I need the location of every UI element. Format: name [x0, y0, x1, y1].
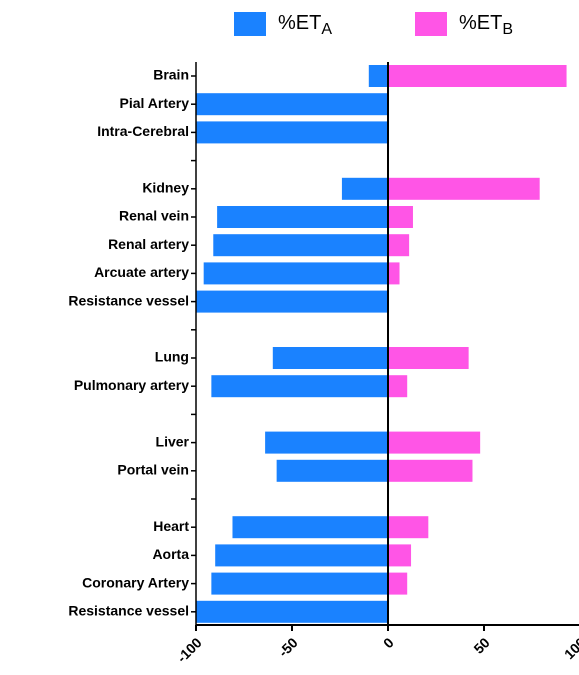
bar — [388, 431, 481, 454]
bar — [276, 459, 388, 482]
bar — [388, 65, 567, 87]
y-tick-label: Coronary Artery — [82, 574, 189, 590]
x-tick-label: 100 — [561, 634, 579, 662]
bar — [203, 262, 388, 285]
x-tick-label: -50 — [275, 634, 301, 660]
bar — [217, 206, 388, 228]
y-tick-label: Resistance vessel — [68, 292, 189, 308]
y-tick-label: Renal vein — [119, 208, 189, 224]
bar — [388, 375, 408, 398]
bar — [272, 347, 388, 369]
bar — [388, 544, 412, 567]
bar — [196, 121, 388, 144]
y-tick-label: Pulmonary artery — [74, 377, 189, 393]
y-tick-label: Renal artery — [108, 236, 189, 252]
bar — [213, 234, 388, 257]
bar — [388, 459, 473, 482]
bar — [388, 572, 408, 595]
x-tick-label: 50 — [470, 634, 492, 656]
y-tick-label: Liver — [156, 433, 190, 449]
bar — [388, 177, 540, 200]
x-tick-label: 0 — [380, 634, 397, 651]
bar — [388, 234, 410, 257]
bar — [232, 516, 388, 539]
bar — [368, 65, 388, 87]
legend-label: %ETB — [459, 12, 513, 38]
bar — [341, 177, 388, 200]
x-tick-label: -100 — [174, 634, 205, 665]
bar — [265, 431, 388, 454]
y-tick-label: Aorta — [152, 546, 189, 562]
bar — [388, 347, 469, 369]
bar — [215, 544, 388, 567]
y-tick-label: Heart — [153, 518, 189, 534]
legend-swatch — [415, 12, 447, 36]
bar — [196, 290, 388, 313]
y-tick-label: Portal vein — [117, 462, 189, 478]
bar — [388, 262, 400, 285]
y-tick-label: Resistance vessel — [68, 603, 189, 619]
bar — [196, 600, 388, 623]
y-tick-label: Pial Artery — [119, 95, 189, 111]
y-tick-label: Brain — [153, 67, 189, 83]
bar — [211, 375, 388, 398]
bar — [388, 516, 429, 539]
y-tick-label: Kidney — [142, 180, 189, 196]
legend-swatch — [234, 12, 266, 36]
bar — [388, 206, 413, 228]
y-tick-label: Arcuate artery — [94, 264, 189, 280]
bar — [196, 93, 388, 116]
bar — [211, 572, 388, 595]
y-tick-label: Intra-Cerebral — [97, 123, 189, 139]
y-tick-label: Lung — [155, 349, 189, 365]
legend-label: %ETA — [278, 12, 332, 38]
